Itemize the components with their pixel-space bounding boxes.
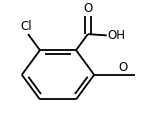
Text: O: O <box>119 61 128 74</box>
Text: OH: OH <box>108 29 125 42</box>
Text: O: O <box>83 2 92 15</box>
Text: Cl: Cl <box>21 20 32 33</box>
